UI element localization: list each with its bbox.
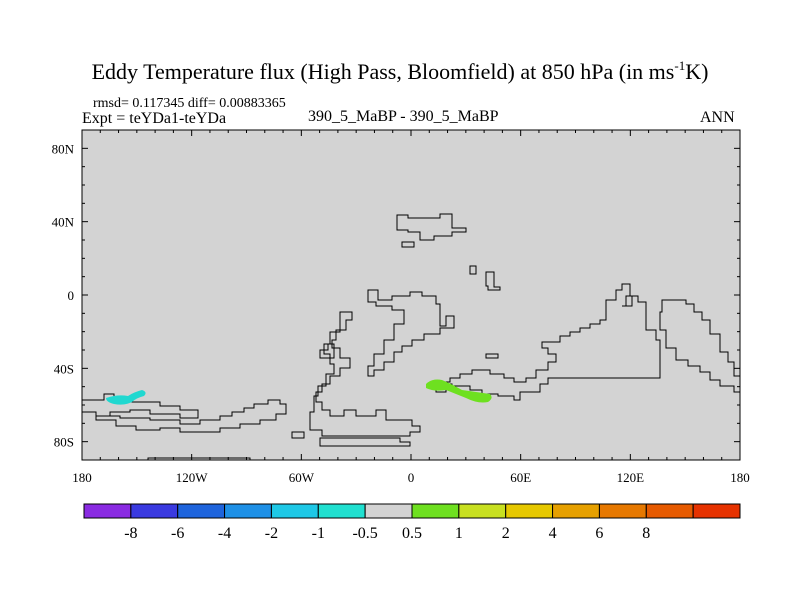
colorbar-label: 4 bbox=[549, 525, 557, 542]
coastline-australia bbox=[659, 299, 741, 393]
coastline-southern-4 bbox=[319, 437, 411, 447]
plot-title: Eddy Temperature flux (High Pass, Bloomf… bbox=[0, 58, 800, 85]
colorbar-label: 6 bbox=[595, 525, 603, 542]
colorbar-label: -4 bbox=[218, 525, 231, 542]
lat-label: 40N bbox=[52, 215, 75, 230]
colorbar-label: -1 bbox=[312, 525, 325, 542]
colorbar-swatch bbox=[317, 503, 366, 519]
coastline-asia bbox=[435, 283, 661, 401]
lon-label: 180 bbox=[72, 470, 92, 485]
coastline-southern-2 bbox=[95, 399, 287, 433]
colorbar-swatch bbox=[598, 503, 647, 519]
coastline-island-1 bbox=[319, 343, 335, 359]
colorbar-label: 8 bbox=[642, 525, 650, 542]
lon-label: 60W bbox=[289, 470, 315, 485]
coastline-arabia bbox=[469, 265, 477, 275]
lon-label: 120E bbox=[617, 470, 645, 485]
coastlines bbox=[81, 213, 741, 460]
coastline-southern-3 bbox=[291, 431, 305, 439]
map-frame bbox=[81, 129, 741, 461]
coastline-africa bbox=[367, 289, 455, 377]
coastline-arabia-2 bbox=[485, 271, 501, 291]
title-superscript: -1 bbox=[674, 58, 686, 73]
lon-label: 120W bbox=[176, 470, 209, 485]
colorbar-swatch bbox=[364, 503, 413, 519]
title-unit-end: K) bbox=[685, 59, 709, 84]
colorbar-swatch bbox=[458, 503, 507, 519]
lat-label: 80S bbox=[54, 435, 74, 450]
colorbar-label: -6 bbox=[171, 525, 184, 542]
experiment-label: Expt = teYDa1-teYDa bbox=[82, 110, 227, 127]
lon-label: 60E bbox=[510, 470, 531, 485]
colorbar-label: 2 bbox=[502, 525, 510, 542]
lon-label: 0 bbox=[408, 470, 415, 485]
colorbar-label: -0.5 bbox=[352, 525, 377, 542]
colorbar-label: 0.5 bbox=[402, 525, 422, 542]
coastline-island-2 bbox=[485, 353, 499, 359]
coastline-europe bbox=[396, 213, 467, 241]
colorbar bbox=[83, 503, 741, 519]
colorbar-labels: -8 -6 -4 -2 -1 -0.5 0.5 1 2 4 6 8 bbox=[124, 525, 650, 542]
season-label: ANN bbox=[700, 109, 735, 126]
stats-label: rmsd= 0.117345 diff= 0.00883365 bbox=[93, 96, 286, 111]
colorbar-label: -2 bbox=[265, 525, 278, 542]
colorbar-swatch bbox=[177, 503, 226, 519]
case-label: 390_5_MaBP - 390_5_MaBP bbox=[308, 108, 499, 125]
anomaly-patch-green bbox=[426, 379, 492, 403]
title-text: Eddy Temperature flux (High Pass, Bloomf… bbox=[91, 59, 675, 84]
colorbar-swatch bbox=[505, 503, 554, 519]
coastline-americas bbox=[309, 311, 421, 437]
colorbar-swatch bbox=[270, 503, 319, 519]
colorbar-swatch bbox=[224, 503, 272, 519]
coastline-southern-5 bbox=[147, 457, 251, 460]
lon-label: 180 bbox=[730, 470, 750, 485]
lat-label: 80N bbox=[52, 141, 75, 156]
lat-label: 0 bbox=[68, 288, 75, 303]
lat-label: 40S bbox=[54, 361, 74, 376]
anomaly-patches bbox=[106, 379, 492, 405]
colorbar-swatch bbox=[411, 503, 460, 519]
coastline-iberia bbox=[401, 241, 415, 248]
colorbar-swatch bbox=[645, 503, 694, 519]
colorbar-label: -8 bbox=[124, 525, 137, 542]
colorbar-swatch bbox=[130, 503, 179, 519]
map-labels: 80N 40N 0 40S 80S 180 120W 60W 0 60E 120E 180 bbox=[52, 141, 750, 485]
colorbar-label: 1 bbox=[455, 525, 463, 542]
colorbar-swatch bbox=[83, 503, 132, 519]
anomaly-patch-cyan bbox=[106, 390, 146, 405]
colorbar-swatch bbox=[552, 503, 600, 519]
colorbar-swatch bbox=[692, 503, 741, 519]
